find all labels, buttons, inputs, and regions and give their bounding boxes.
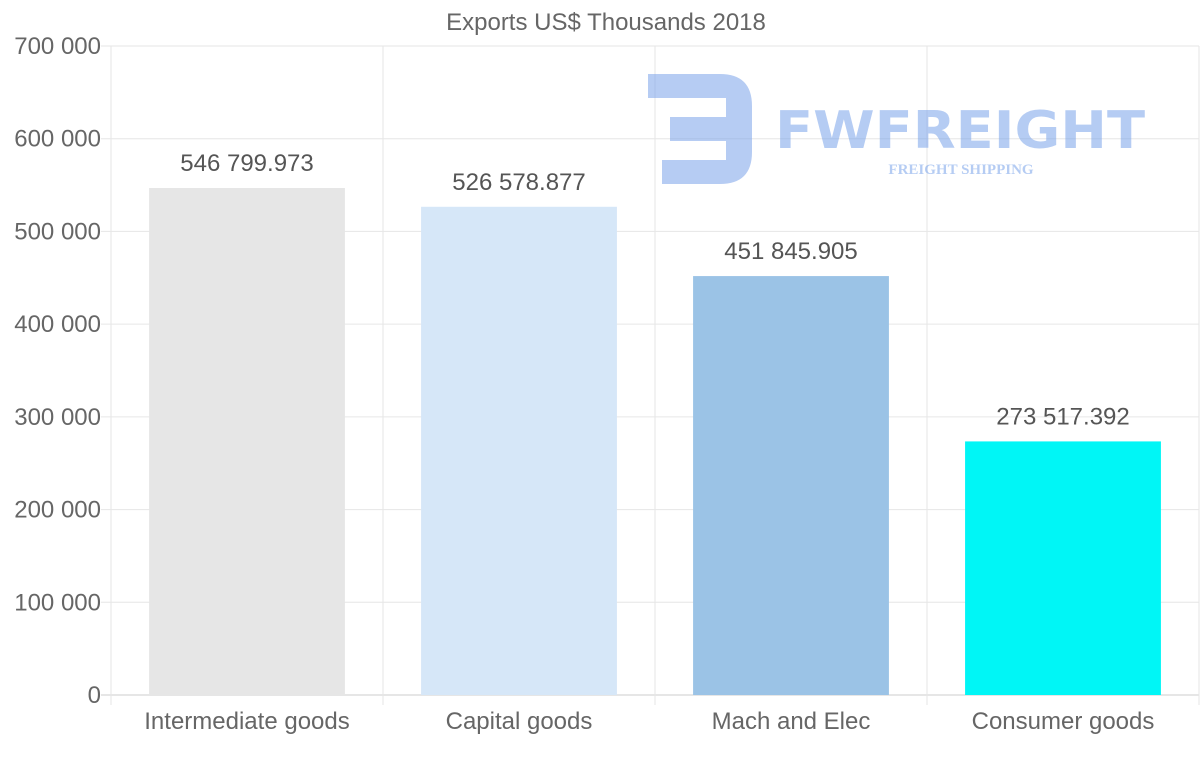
- y-tick-label: 0: [88, 682, 101, 709]
- y-tick-label: 300 000: [14, 404, 101, 431]
- bar: [149, 188, 345, 695]
- bar: [965, 441, 1161, 695]
- bar: [693, 276, 889, 695]
- bars: 546 799.973 526 578.877 451 845.905 273 517…: [149, 150, 1161, 696]
- watermark-tagline: FREIGHT SHIPPING: [888, 162, 1033, 178]
- data-label: 273 517.392: [996, 403, 1129, 430]
- y-tick-label: 700 000: [14, 33, 101, 60]
- watermark-brand: FWFREIGHT: [775, 101, 1146, 161]
- data-label: 451 845.905: [724, 238, 857, 265]
- x-tick-label: Consumer goods: [972, 708, 1155, 735]
- x-tick-label: Intermediate goods: [144, 708, 349, 735]
- y-tick-label: 400 000: [14, 311, 101, 338]
- x-tick-label: Capital goods: [446, 708, 593, 735]
- y-axis: 0 100 000 200 000 300 000 400 000 500 000 600 …: [14, 33, 101, 709]
- bar: [421, 206, 617, 696]
- y-tick-label: 100 000: [14, 589, 101, 616]
- watermark-logo: FWFREIGHT FREIGHT SHIPPING: [648, 74, 1146, 184]
- x-axis: Intermediate goods Capital goods Mach and …: [144, 708, 1154, 735]
- watermark-f-icon: [648, 74, 752, 184]
- data-label: 526 578.877: [452, 169, 585, 196]
- y-tick-label: 500 000: [14, 218, 101, 245]
- y-tick-label: 600 000: [14, 126, 101, 153]
- chart-title: Exports US$ Thousands 2018: [446, 9, 766, 36]
- y-tick-label: 200 000: [14, 497, 101, 524]
- data-label: 546 799.973: [180, 150, 313, 177]
- x-tick-label: Mach and Elec: [712, 708, 871, 735]
